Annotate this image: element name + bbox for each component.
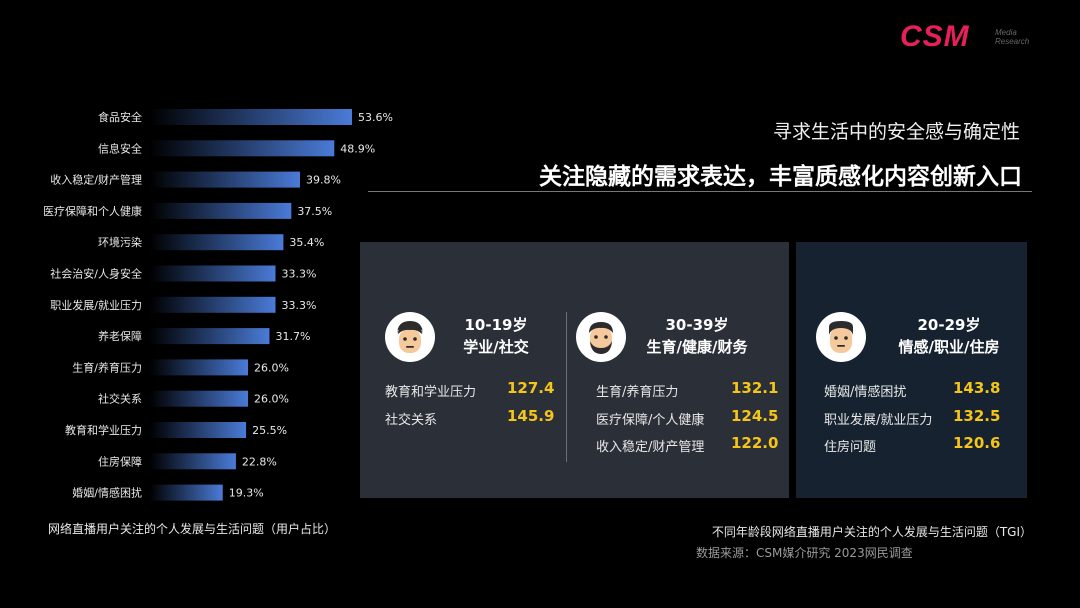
data-source: 数据来源：CSM媒介研究 2023网民调查	[696, 546, 913, 560]
teen-avatar-icon	[385, 312, 435, 362]
title-divider	[368, 191, 1032, 192]
tgi-row-value: 122.0	[731, 434, 779, 452]
tgi-row-label: 婚姻/情感困扰	[824, 385, 907, 400]
category-label: 环境污染	[98, 235, 142, 249]
bar	[150, 171, 300, 188]
csm-logo: CSM Media Research	[900, 20, 1040, 56]
headline-title: 关注隐藏的需求表达，丰富质感化内容创新入口	[539, 164, 1022, 190]
tgi-row-label: 职业发展/就业压力	[824, 413, 933, 428]
group-age: 30-39岁	[665, 316, 729, 334]
bar	[150, 453, 236, 470]
tgi-panel-left	[360, 242, 789, 498]
category-label: 住房保障	[98, 454, 142, 468]
group-focus: 情感/职业/住房	[898, 338, 1000, 356]
logo-mark: CSM	[900, 20, 970, 53]
tgi-panel-right	[796, 242, 1027, 498]
value-label: 48.9%	[340, 142, 375, 155]
category-label: 社会治安/人身安全	[50, 267, 142, 281]
tgi-row-label: 社交关系	[385, 413, 438, 428]
bar	[150, 422, 247, 438]
tgi-row-label: 生育/养育压力	[596, 385, 679, 400]
group-age: 20-29岁	[917, 316, 981, 334]
tgi-row-value: 120.6	[953, 434, 1001, 452]
user-share-bar-chart: 食品安全 53.6% 信息安全 48.9% 收入稳定/财产管理 39.8% 医疗保障和个人健…	[43, 109, 393, 501]
chart-caption: 网络直播用户关注的个人发展与生活问题（用户占比）	[48, 522, 337, 536]
bar	[150, 234, 284, 251]
logo-sub-line2: Research	[995, 37, 1030, 46]
value-label: 25.5%	[252, 424, 287, 437]
logo-sub-line1: Media	[995, 28, 1017, 37]
bar	[150, 359, 248, 376]
tgi-row-label: 教育和学业压力	[385, 385, 477, 400]
category-label: 社交关系	[98, 392, 142, 406]
category-label: 生育/养育压力	[72, 360, 142, 374]
tgi-row-value: 124.5	[731, 407, 779, 425]
group-age: 10-19岁	[464, 316, 528, 334]
tgi-row-label: 住房问题	[824, 440, 877, 455]
bearded-man-avatar-icon	[576, 312, 626, 362]
bar	[150, 484, 223, 501]
tgi-row: 教育和学业压力 127.4	[385, 379, 575, 401]
value-label: 33.3%	[281, 299, 316, 312]
category-label: 养老保障	[98, 329, 142, 343]
tgi-row: 医疗保障/个人健康 124.5	[576, 407, 778, 429]
tgi-row-label: 医疗保障/个人健康	[596, 413, 705, 428]
tgi-footnote: 不同年龄段网络直播用户关注的个人发展与生活问题（TGI）	[711, 525, 1032, 539]
tgi-row: 婚姻/情感困扰 143.8	[816, 379, 1006, 401]
value-label: 33.3%	[281, 268, 316, 281]
logo-subtext: Media Research	[995, 28, 1029, 46]
value-label: 26.0%	[254, 361, 289, 374]
bar	[150, 109, 352, 125]
tgi-row: 收入稳定/财产管理 122.0	[576, 434, 778, 456]
category-label: 信息安全	[98, 141, 142, 155]
category-label: 医疗保障和个人健康	[43, 204, 142, 218]
tgi-row: 生育/养育压力 132.1	[576, 379, 778, 401]
tgi-row: 职业发展/就业压力 132.5	[816, 407, 1006, 429]
value-label: 35.4%	[289, 236, 324, 249]
value-label: 53.6%	[358, 111, 393, 124]
bar	[150, 265, 276, 282]
headline-subtitle: 寻求生活中的安全感与确定性	[772, 121, 1020, 143]
tgi-row-value: 132.5	[953, 407, 1001, 425]
value-label: 39.8%	[306, 174, 341, 187]
tgi-row: 住房问题 120.6	[816, 434, 1006, 456]
value-label: 26.0%	[254, 393, 289, 406]
tgi-row-value: 132.1	[731, 379, 779, 397]
category-label: 收入稳定/财产管理	[50, 173, 142, 187]
bar	[150, 202, 292, 219]
group-focus: 学业/社交	[463, 338, 529, 356]
young-man-avatar-icon	[816, 312, 866, 362]
tgi-row-value: 127.4	[507, 379, 555, 397]
bar	[150, 390, 248, 407]
value-label: 31.7%	[275, 330, 310, 343]
tgi-row-label: 收入稳定/财产管理	[596, 440, 705, 455]
value-label: 37.5%	[297, 205, 332, 218]
category-label: 食品安全	[98, 110, 142, 124]
value-label: 22.8%	[242, 455, 277, 468]
bar	[150, 140, 335, 157]
group-focus: 生育/健康/财务	[646, 338, 748, 356]
tgi-row: 社交关系 145.9	[385, 407, 575, 429]
category-label: 职业发展/就业压力	[50, 298, 142, 312]
group-divider	[566, 312, 567, 462]
tgi-row-value: 145.9	[507, 407, 555, 425]
tgi-row-value: 143.8	[953, 379, 1001, 397]
category-label: 教育和学业压力	[65, 423, 142, 437]
value-label: 19.3%	[229, 487, 264, 500]
category-label: 婚姻/情感困扰	[72, 486, 142, 500]
bar	[150, 296, 276, 313]
bar	[150, 328, 270, 345]
